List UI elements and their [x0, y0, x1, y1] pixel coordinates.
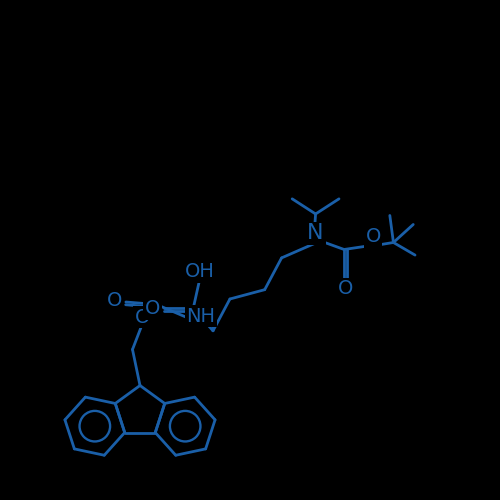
Text: N: N — [308, 224, 324, 244]
Text: NH: NH — [186, 306, 216, 326]
Text: OH: OH — [186, 262, 215, 281]
Text: O: O — [366, 227, 381, 246]
Text: O: O — [107, 292, 122, 310]
Text: O: O — [338, 279, 353, 298]
Text: O: O — [135, 308, 150, 326]
Text: O: O — [145, 299, 160, 318]
